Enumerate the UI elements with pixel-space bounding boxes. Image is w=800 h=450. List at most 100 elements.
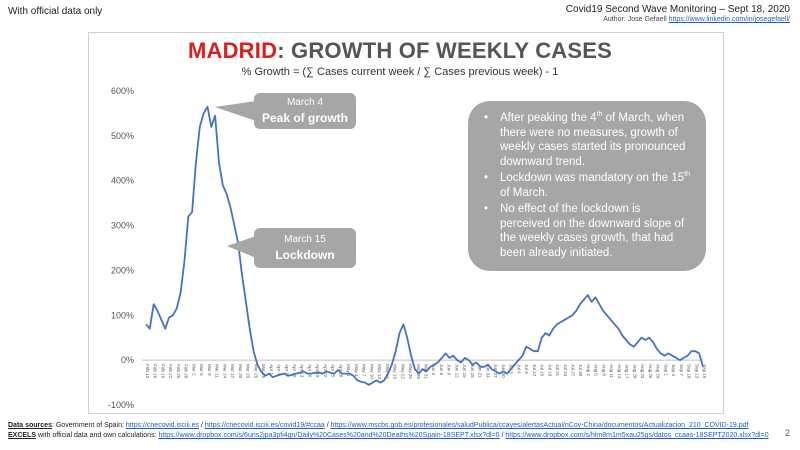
x-tick-label: Apr 4 (277, 364, 282, 375)
x-tick-label: Aug 11 (609, 364, 614, 378)
x-tick-label: Mar 23 (246, 364, 251, 379)
note-no-effect: No effect of the lockdown is perceived o… (482, 202, 692, 260)
source-link-3[interactable]: https://www.mscbs.gob.es/profesionales/s… (330, 422, 749, 429)
x-tick-label: Sep 7 (679, 364, 684, 376)
note-lockdown: Lockdown was mandatory on the 15th of Ma… (482, 171, 692, 200)
x-tick-label: Mar 26 (253, 364, 258, 379)
x-tick-label: Sep 10 (687, 364, 692, 379)
x-tick-label: Sep 16 (702, 364, 707, 379)
x-tick-label: May 19 (393, 364, 398, 379)
x-tick-label: Aug 29 (656, 364, 661, 379)
x-tick-label: May 10 (369, 364, 374, 379)
x-tick-label: Jun 3 (431, 364, 436, 376)
y-tick-label: 200% (111, 265, 134, 275)
chart-title: MADRID: GROWTH OF WEEKLY CASES (0, 38, 800, 64)
x-tick-label: Jul 27 (570, 364, 575, 377)
x-tick-label: Mar 17 (230, 364, 235, 379)
x-tick-label: Apr 10 (292, 364, 297, 378)
x-tick-label: Jul 12 (532, 364, 537, 377)
growth-line-chart: 600%500%400%300%200%100%0%-100%Feb 13 Feb… (108, 86, 707, 410)
x-tick-label: Jul 6 (516, 364, 521, 374)
x-tick-label: Apr 1 (269, 364, 274, 375)
x-tick-label: May 1 (346, 364, 351, 377)
author-line: Author: Jose Gefaell https://www.linkedi… (566, 16, 790, 23)
x-tick-label: Mar 2 (191, 364, 196, 376)
x-tick-label: Aug 5 (594, 364, 599, 376)
report-title: Covid19 Second Wave Monitoring – Sept 18… (565, 4, 790, 15)
page-number: 2 (784, 428, 790, 438)
x-tick-label: Feb 25 (176, 364, 181, 379)
x-tick-label: Jun 6 (439, 364, 444, 376)
x-tick-label: Jun 9 (447, 364, 452, 376)
x-tick-label: Jul 30 (578, 364, 583, 377)
excel-link-1[interactable]: https://www.dropbox.com/s/6uns2jpa3pfi4g… (158, 432, 500, 439)
x-tick-label: Aug 2 (586, 364, 591, 376)
x-tick-label: Mar 20 (238, 364, 243, 379)
x-tick-label: Apr 19 (315, 364, 320, 378)
note-peak: After peaking the 4th of March, when the… (482, 111, 692, 169)
y-tick-label: 600% (111, 86, 134, 96)
lockdown-date: March 15 (284, 234, 326, 245)
peak-callout-pointer (215, 101, 256, 121)
y-tick-label: 500% (111, 131, 134, 141)
x-tick-label: Aug 14 (617, 364, 622, 379)
x-tick-label: Jun 24 (485, 364, 490, 378)
x-tick-label: Aug 23 (640, 364, 645, 379)
peak-date: March 4 (286, 97, 324, 108)
x-tick-label: Jul 15 (540, 364, 545, 377)
x-tick-label: Jun 12 (454, 364, 459, 378)
chart-title-rest: : GROWTH OF WEEKLY CASES (277, 38, 613, 63)
x-tick-label: May 16 (385, 364, 390, 379)
x-tick-label: May 4 (354, 364, 359, 377)
x-tick-label: Apr 16 (307, 364, 312, 378)
excel-link-2[interactable]: https://www.dropbox.com/s/hlm8m1m5xau25g… (505, 432, 769, 439)
source-link-1[interactable]: https://cnecovid.isciii.es (125, 422, 200, 429)
x-tick-label: Jul 18 (547, 364, 552, 377)
x-tick-label: Mar 29 (261, 364, 266, 379)
x-tick-label: Sep 13 (694, 364, 699, 379)
peak-label: Peak of growth (261, 111, 348, 125)
x-tick-label: Feb 13 (145, 364, 150, 379)
x-tick-label: Jun 18 (470, 364, 475, 378)
lockdown-callout: March 15 Lockdown (254, 228, 356, 268)
x-tick-label: May 22 (400, 364, 405, 379)
author-prefix: Author: Jose Gefaell (603, 16, 669, 23)
x-tick-label: Feb 22 (168, 364, 173, 379)
data-scope-note: With official data only (8, 6, 103, 17)
x-tick-label: Jul 24 (563, 364, 568, 377)
x-tick-label: Apr 28 (338, 364, 343, 378)
source-link-2[interactable]: https://cnecovid.isciii.es/covid19/#ccaa (204, 422, 325, 429)
chart-title-city: MADRID (187, 38, 278, 63)
author-link[interactable]: https://www.linkedin.com/in/josegefaell/ (668, 16, 790, 23)
y-tick-label: -100% (108, 400, 134, 410)
y-tick-label: 400% (111, 176, 134, 186)
x-tick-label: Mar 11 (215, 364, 220, 378)
x-tick-label: Jun 21 (478, 364, 483, 378)
x-tick-label: Mar 14 (222, 364, 227, 379)
y-tick-label: 300% (111, 221, 134, 231)
lockdown-callout-pointer (227, 236, 256, 258)
chart-subtitle: % Growth = (∑ Cases current week / ∑ Cas… (241, 66, 559, 78)
peak-callout: March 4 Peak of growth (254, 93, 356, 129)
x-tick-label: Apr 7 (284, 364, 289, 375)
x-tick-label: Apr 25 (331, 364, 336, 378)
lockdown-label: Lockdown (275, 248, 335, 262)
data-sources-line: Data sources: Government of Spain: https… (8, 422, 749, 429)
report-header: Covid19 Second Wave Monitoring – Sept 18… (566, 4, 790, 23)
excels-line: EXCELS with official data and own calcul… (8, 432, 769, 439)
x-tick-label: Mar 5 (199, 364, 204, 376)
x-tick-label: Feb 16 (153, 364, 158, 379)
x-tick-label: Aug 8 (601, 364, 606, 376)
x-tick-label: May 7 (362, 364, 367, 377)
x-tick-label: Jun 15 (462, 364, 467, 378)
x-tick-label: Sep 4 (671, 364, 676, 376)
x-tick-label: Aug 20 (632, 364, 637, 379)
footer-sources: Data sources: Government of Spain: https… (8, 421, 778, 441)
x-tick-label: Aug 26 (648, 364, 653, 379)
x-tick-label: Jul 21 (555, 364, 560, 377)
x-tick-label: May 25 (408, 364, 413, 379)
x-tick-label: Feb 28 (184, 364, 189, 379)
x-tick-label: Sep 1 (663, 364, 668, 376)
y-tick-label: 100% (111, 310, 134, 320)
x-tick-label: Aug 17 (625, 364, 630, 379)
